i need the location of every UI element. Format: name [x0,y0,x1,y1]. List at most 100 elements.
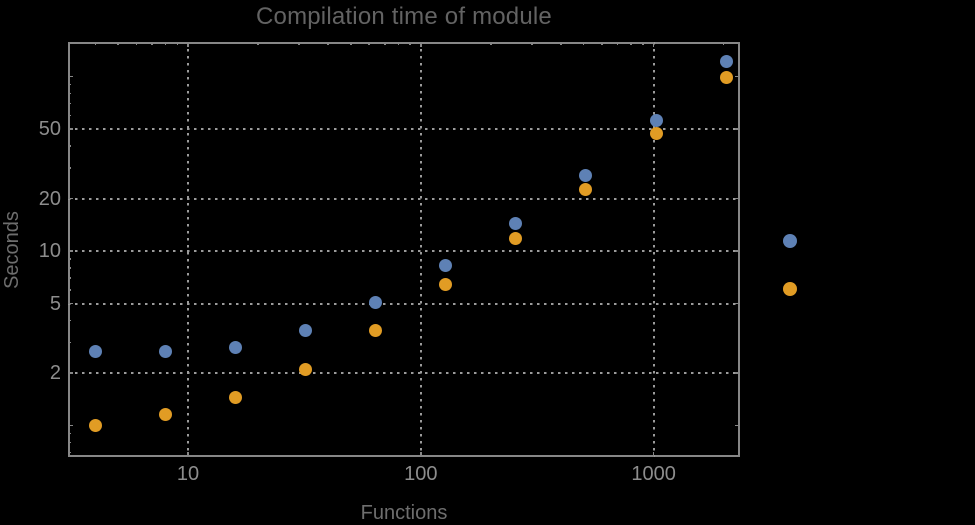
gridline-y-20 [68,197,740,200]
y-tick-right [735,75,740,78]
gridline-x-100 [419,42,422,457]
data-point-series-2-orange-x32 [299,362,313,376]
gridline-y-2 [68,372,740,374]
x-tick-bottom [722,454,725,457]
x-tick-label-10: 10 [176,463,200,485]
x-tick-top [409,42,411,45]
x-tick-bottom [397,454,400,457]
x-tick-bottom [117,454,119,457]
x-tick-top [164,42,167,45]
y-tick-right [737,102,740,105]
y-tick-left [68,197,73,200]
y-tick-right [735,128,740,130]
x-tick-bottom [151,454,153,457]
y-tick-right [737,451,740,454]
y-tick-left [68,258,71,260]
y-tick-left [68,167,71,169]
y-tick-right [737,341,740,344]
x-tick-bottom [630,454,632,457]
y-tick-left [68,319,71,322]
x-tick-bottom [560,454,562,457]
y-tick-right [735,372,740,374]
y-tick-left [68,424,73,427]
x-tick-bottom [652,452,655,457]
data-point-series-1-blue-x32 [299,324,313,338]
x-tick-top [652,42,655,47]
y-tick-right [737,145,740,147]
x-tick-bottom [642,454,644,457]
x-tick-top [420,42,422,47]
data-point-series-1-blue-x4 [88,345,102,359]
y-tick-right [737,167,740,169]
data-point-series-1-blue-x512 [579,169,593,183]
data-point-series-1-blue-x64 [369,295,383,309]
x-tick-top [384,42,386,45]
y-tick-right [737,258,740,260]
x-tick-bottom [616,454,619,457]
plot-area [68,42,740,457]
x-tick-top [722,42,725,45]
y-tick-right [737,441,740,444]
gridline-x-1000 [652,42,655,457]
x-tick-top [531,42,533,45]
x-tick-bottom [350,454,352,457]
y-tick-right [737,92,740,95]
data-point-series-2-orange-x256 [509,232,523,246]
gridline-y-10 [68,250,740,253]
x-tick-bottom [176,454,179,457]
data-point-series-2-orange-x1024 [649,127,663,141]
data-point-series-2-orange-x512 [579,183,593,197]
y-tick-left [68,128,73,130]
x-tick-bottom [384,454,386,457]
gridline-y-5 [68,302,740,305]
x-tick-top [582,42,585,45]
x-tick-bottom [368,454,370,457]
y-tick-right [737,83,740,86]
x-tick-top [117,42,119,45]
data-point-series-1-blue-x16 [229,341,243,355]
x-tick-top [601,42,603,45]
x-tick-top [151,42,153,45]
x-tick-top [642,42,644,45]
y-tick-label-50: 50 [38,118,61,141]
x-tick-label-100: 100 [404,463,438,485]
x-tick-bottom [420,452,422,457]
x-tick-top [397,42,400,45]
data-point-series-2-orange-x128 [439,278,453,292]
legend-marker-series-2-orange [783,282,797,296]
y-tick-left [68,372,73,374]
y-tick-right [737,277,740,279]
x-tick-top [490,42,492,45]
data-point-series-2-orange-x2048 [719,70,733,84]
y-tick-right [737,267,740,269]
y-tick-left [68,289,71,291]
y-tick-right [735,424,740,427]
x-tick-top [630,42,632,45]
x-tick-bottom [135,454,138,457]
y-tick-right [737,114,740,117]
y-tick-left [68,432,71,435]
gridline-y-50 [68,128,740,131]
x-tick-bottom [531,454,533,457]
x-tick-top [298,42,300,45]
x-tick-label-1000: 1000 [631,463,676,485]
x-axis-title: Functions [360,502,448,524]
y-tick-label-5: 5 [49,292,61,315]
y-tick-label-10: 10 [38,240,61,263]
x-tick-top [94,42,97,45]
data-point-series-1-blue-x1024 [649,114,663,128]
x-tick-top [327,42,329,45]
y-tick-right [737,319,740,322]
x-tick-bottom [187,452,189,457]
data-point-series-2-orange-x4 [88,419,102,433]
y-tick-left [68,277,71,279]
y-tick-right [737,289,740,291]
x-tick-top [135,42,138,45]
x-tick-top [257,42,259,45]
gridline-x-10 [187,42,190,457]
y-tick-left [68,102,71,105]
data-point-series-1-blue-x256 [509,217,523,231]
x-tick-bottom [257,454,259,457]
x-tick-top [560,42,562,45]
